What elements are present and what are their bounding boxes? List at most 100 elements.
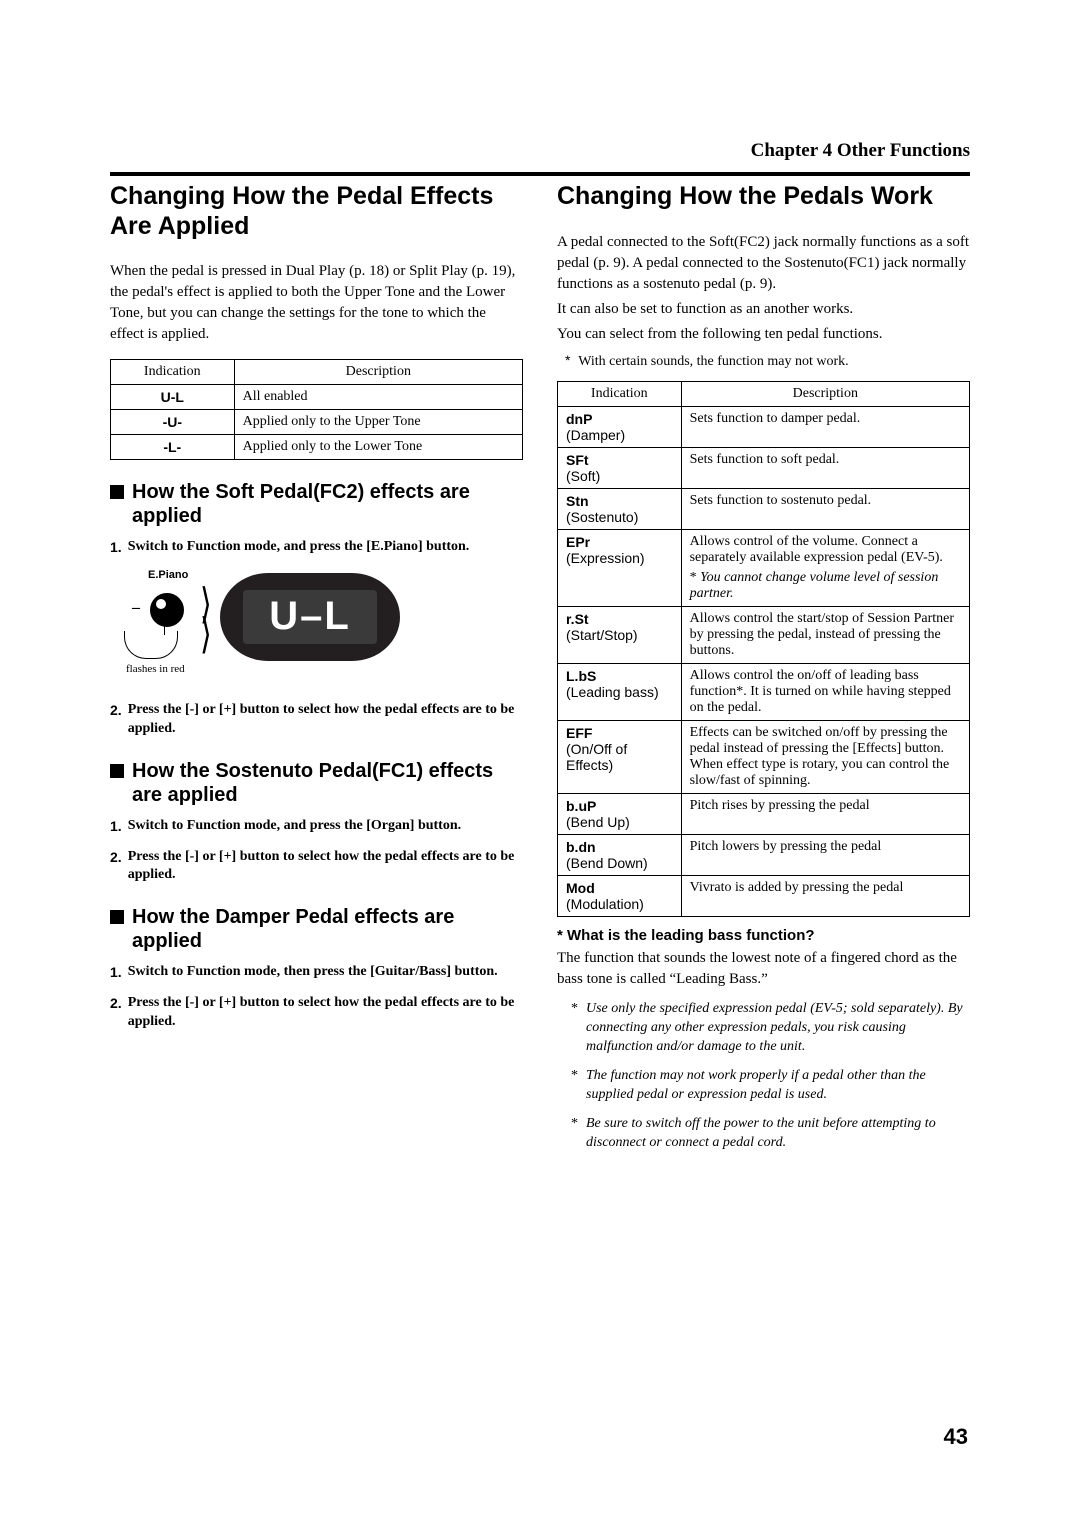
diagram-label: E.Piano bbox=[148, 569, 188, 581]
subsection-title-text: How the Damper Pedal effects are applied bbox=[132, 905, 523, 953]
col-header-indication: Indication bbox=[558, 382, 682, 407]
subsection-title-text: How the Sostenuto Pedal(FC1) effects are… bbox=[132, 759, 523, 807]
description-cell: All enabled bbox=[234, 385, 522, 410]
paragraph: You can select from the following ten pe… bbox=[557, 324, 970, 345]
step-number: 1. bbox=[110, 963, 122, 982]
footnote: * With certain sounds, the function may … bbox=[557, 351, 970, 372]
description-cell: Allows control the on/off of leading bas… bbox=[681, 664, 969, 721]
step: 1. Switch to Function mode, then press th… bbox=[110, 963, 523, 982]
description-cell: Sets function to soft pedal. bbox=[681, 448, 969, 489]
right-column: Changing How the Pedals Work A pedal con… bbox=[557, 182, 970, 1163]
step-number: 1. bbox=[110, 538, 122, 557]
col-header-description: Description bbox=[681, 382, 969, 407]
description-cell: Pitch rises by pressing the pedal bbox=[681, 794, 969, 835]
left-column: Changing How the Pedal Effects Are Appli… bbox=[110, 182, 523, 1163]
description-cell: Allows control of the volume. Connect a … bbox=[681, 530, 969, 607]
table-row: -L- Applied only to the Lower Tone bbox=[111, 435, 523, 460]
step-text: Press the [-] or [+] button to select ho… bbox=[128, 994, 523, 1032]
paragraph: The function that sounds the lowest note… bbox=[557, 948, 970, 990]
table-row: EPr(Expression)Allows control of the vol… bbox=[558, 530, 970, 607]
description-cell: Pitch lowers by pressing the pedal bbox=[681, 835, 969, 876]
diagram-caption: flashes in red bbox=[126, 663, 185, 675]
epiano-diagram: E.Piano – flashes in red ⟩ ⟩ U–L bbox=[120, 569, 420, 689]
step: 1. Switch to Function mode, and press the… bbox=[110, 817, 523, 836]
step: 2.Press the [-] or [+] button to select … bbox=[110, 848, 523, 886]
indication-cell: EFF(On/Off of Effects) bbox=[558, 721, 682, 794]
step-text: Switch to Function mode, and press the [… bbox=[128, 817, 461, 836]
table-row: EFF(On/Off of Effects)Effects can be swi… bbox=[558, 721, 970, 794]
col-header-description: Description bbox=[234, 360, 522, 385]
square-bullet-icon bbox=[110, 485, 124, 499]
effects-indication-table: Indication Description U-L All enabled -… bbox=[110, 359, 523, 460]
square-bullet-icon bbox=[110, 764, 124, 778]
subsection-title: How the Soft Pedal(FC2) effects are appl… bbox=[110, 480, 523, 528]
indication-cell: -U- bbox=[111, 410, 235, 435]
display-text: U–L bbox=[243, 590, 377, 644]
footnote-italic: *Be sure to switch off the power to the … bbox=[557, 1115, 970, 1153]
step: 2.Press the [-] or [+] button to select … bbox=[110, 994, 523, 1032]
button-circle-icon bbox=[150, 593, 184, 627]
table-row: U-L All enabled bbox=[111, 385, 523, 410]
indication-cell: dnP(Damper) bbox=[558, 407, 682, 448]
description-cell: Applied only to the Upper Tone bbox=[234, 410, 522, 435]
step-text: Press the [-] or [+] button to select ho… bbox=[128, 701, 523, 739]
step: 2.Press the [-] or [+] button to select … bbox=[110, 701, 523, 739]
chapter-header: Chapter 4 Other Functions bbox=[110, 140, 970, 162]
description-cell: Sets function to sostenuto pedal. bbox=[681, 489, 969, 530]
table-row: Stn(Sostenuto)Sets function to sostenuto… bbox=[558, 489, 970, 530]
col-header-indication: Indication bbox=[111, 360, 235, 385]
table-row: dnP(Damper)Sets function to damper pedal… bbox=[558, 407, 970, 448]
page: Chapter 4 Other Functions Changing How t… bbox=[0, 0, 1080, 1223]
subsection-title: How the Sostenuto Pedal(FC1) effects are… bbox=[110, 759, 523, 807]
paragraph: A pedal connected to the Soft(FC2) jack … bbox=[557, 232, 970, 295]
indication-cell: SFt(Soft) bbox=[558, 448, 682, 489]
indication-cell: r.St(Start/Stop) bbox=[558, 607, 682, 664]
motion-lines-icon: ⟩ bbox=[200, 610, 212, 659]
subsection-title-text: How the Soft Pedal(FC2) effects are appl… bbox=[132, 480, 523, 528]
step-number: 2. bbox=[110, 701, 122, 739]
step-text: Switch to Function mode, and press the [… bbox=[128, 538, 470, 557]
table-row: L.bS(Leading bass)Allows control the on/… bbox=[558, 664, 970, 721]
step-number: 1. bbox=[110, 817, 122, 836]
table-row: SFt(Soft)Sets function to soft pedal. bbox=[558, 448, 970, 489]
table-row: r.St(Start/Stop)Allows control the start… bbox=[558, 607, 970, 664]
pedal-functions-table: Indication Description dnP(Damper)Sets f… bbox=[557, 381, 970, 917]
step-text: Press the [-] or [+] button to select ho… bbox=[128, 848, 523, 886]
divider-rule bbox=[110, 172, 970, 176]
table-row: -U- Applied only to the Upper Tone bbox=[111, 410, 523, 435]
table-row: b.uP(Bend Up)Pitch rises by pressing the… bbox=[558, 794, 970, 835]
indication-cell: EPr(Expression) bbox=[558, 530, 682, 607]
indication-cell: b.dn(Bend Down) bbox=[558, 835, 682, 876]
step-number: 2. bbox=[110, 994, 122, 1032]
footnote-text: The function may not work properly if a … bbox=[586, 1067, 970, 1105]
minus-icon: – bbox=[132, 599, 140, 617]
display-oval: U–L bbox=[220, 573, 400, 661]
intro-paragraph: When the pedal is pressed in Dual Play (… bbox=[110, 261, 523, 345]
columns: Changing How the Pedal Effects Are Appli… bbox=[110, 182, 970, 1163]
indication-cell: -L- bbox=[111, 435, 235, 460]
footnote-italic: *The function may not work properly if a… bbox=[557, 1067, 970, 1105]
indication-cell: L.bS(Leading bass) bbox=[558, 664, 682, 721]
footnote-text: With certain sounds, the function may no… bbox=[578, 354, 848, 369]
description-cell: Applied only to the Lower Tone bbox=[234, 435, 522, 460]
section-title: Changing How the Pedals Work bbox=[557, 182, 970, 212]
description-cell: Sets function to damper pedal. bbox=[681, 407, 969, 448]
subsection-title: How the Damper Pedal effects are applied bbox=[110, 905, 523, 953]
description-cell: Allows control the start/stop of Session… bbox=[681, 607, 969, 664]
question-heading: * What is the leading bass function? bbox=[557, 927, 970, 944]
page-number: 43 bbox=[944, 1424, 968, 1450]
description-cell: Effects can be switched on/off by pressi… bbox=[681, 721, 969, 794]
paragraph: It can also be set to function as an ano… bbox=[557, 299, 970, 320]
section-title: Changing How the Pedal Effects Are Appli… bbox=[110, 182, 523, 241]
indication-cell: Stn(Sostenuto) bbox=[558, 489, 682, 530]
description-cell: Vivrato is added by pressing the pedal bbox=[681, 876, 969, 917]
table-row: Mod(Modulation)Vivrato is added by press… bbox=[558, 876, 970, 917]
footnote-text: Be sure to switch off the power to the u… bbox=[586, 1115, 970, 1153]
footnote-text: Use only the specified expression pedal … bbox=[586, 1000, 970, 1057]
arc-icon bbox=[124, 631, 178, 659]
square-bullet-icon bbox=[110, 910, 124, 924]
indication-cell: U-L bbox=[111, 385, 235, 410]
step-text: Switch to Function mode, then press the … bbox=[128, 963, 498, 982]
indication-cell: Mod(Modulation) bbox=[558, 876, 682, 917]
step: 1. Switch to Function mode, and press the… bbox=[110, 538, 523, 557]
